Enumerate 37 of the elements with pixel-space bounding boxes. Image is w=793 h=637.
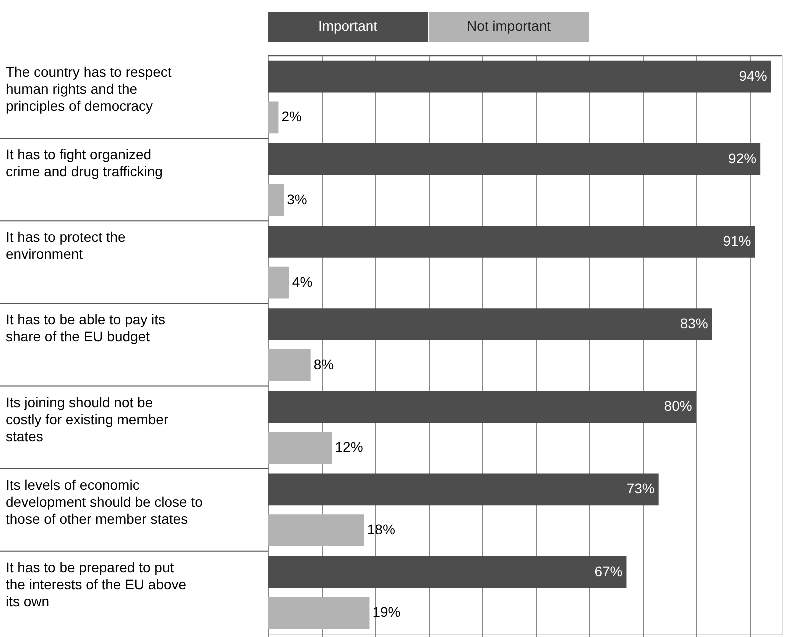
- data-label: 73%: [626, 480, 655, 497]
- y-tick-label: Its joining should not be costly for existing member states: [6, 394, 169, 444]
- data-label: 4%: [292, 274, 313, 290]
- y-tick-label: It has to protect the environment: [6, 229, 126, 262]
- data-label: 92%: [728, 150, 757, 166]
- bar: [268, 102, 279, 134]
- bar: [268, 266, 290, 299]
- data-label: 2%: [282, 108, 302, 125]
- bar: [268, 60, 772, 93]
- bar: [268, 349, 311, 382]
- y-tick-label: The country has to respect human rights and the principles of democracy: [6, 64, 172, 114]
- data-label: 8%: [314, 356, 334, 372]
- bar: [268, 391, 696, 424]
- data-label: 94%: [739, 68, 768, 84]
- data-label: 80%: [664, 398, 692, 414]
- y-tick-label: It has to be prepared to put the interests of the EU above its own: [6, 559, 187, 610]
- data-label: 67%: [594, 563, 623, 580]
- bar: [268, 432, 332, 464]
- bar: [268, 597, 370, 630]
- bar: [268, 226, 756, 258]
- bar: [268, 474, 659, 506]
- bar: [268, 143, 761, 176]
- y-tick-label: It has to be able to pay its share of the EU budget: [6, 312, 166, 345]
- data-label: 91%: [723, 232, 752, 249]
- data-label: 18%: [367, 522, 396, 538]
- y-tick-label: Its levels of economic development should be close to those of other member states: [6, 476, 204, 527]
- y-tick-label: It has to fight organized crime and drug trafficking: [6, 146, 163, 180]
- bar: [268, 184, 284, 216]
- data-label: 19%: [372, 604, 401, 620]
- data-label: 12%: [335, 439, 364, 456]
- bar: [268, 308, 712, 341]
- text: Not important: [466, 18, 552, 34]
- data-label: 83%: [680, 316, 708, 332]
- series-label: Important: [318, 18, 378, 34]
- bar: [268, 514, 364, 547]
- bar: [268, 556, 627, 588]
- data-label: 3%: [287, 191, 308, 208]
